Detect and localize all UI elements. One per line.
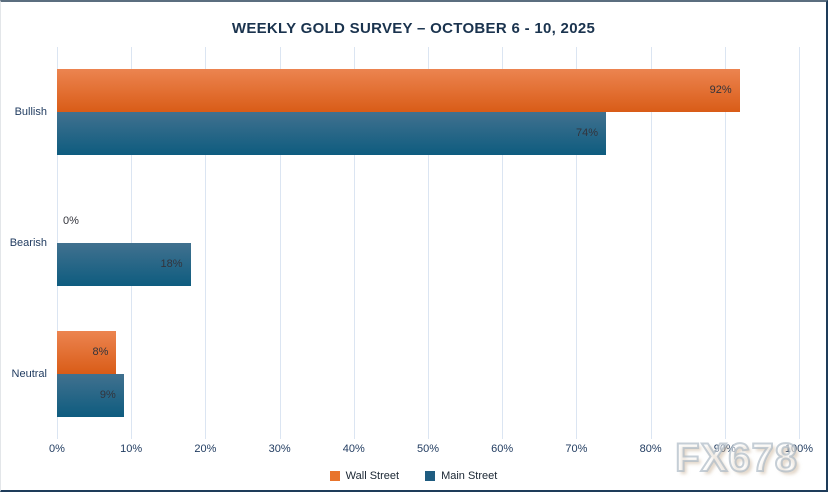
x-tick-label: 80% (639, 443, 662, 455)
gridline (724, 47, 726, 439)
x-tick-label: 60% (491, 443, 514, 455)
bar (57, 69, 740, 113)
gridline (576, 47, 578, 439)
x-axis: 0% 10% 20% 30% 40% 50% 60% 70% 80% 90% 100% (1, 443, 826, 459)
value-label: 18% (160, 258, 183, 270)
category-axis: Bullish Bearish Neutral (1, 2, 57, 490)
plot-area: 92% 74% 0% 18% 8% 9% (57, 47, 800, 439)
x-tick-label: 50% (416, 443, 440, 455)
category-label: Bearish (9, 237, 47, 249)
gridline (205, 47, 207, 439)
category-label: Bullish (14, 106, 47, 119)
bar (57, 373, 124, 417)
value-label: 8% (92, 345, 109, 358)
gridline (353, 47, 355, 439)
x-tick-label: 10% (120, 443, 143, 455)
bar (57, 330, 117, 374)
bar (57, 243, 191, 286)
gridline (650, 47, 652, 439)
legend-swatch-icon (329, 471, 340, 481)
gridline (502, 47, 504, 439)
value-label: 9% (99, 388, 116, 401)
legend: Wall Street Main Street (1, 470, 826, 482)
legend-label: Wall Street (345, 470, 400, 482)
value-label: 74% (576, 127, 599, 140)
gridline (428, 47, 429, 439)
x-tick-label: 70% (565, 443, 588, 455)
value-label: 0% (63, 215, 79, 227)
x-tick-label: 0% (49, 443, 65, 455)
chart-title: WEEKLY GOLD SURVEY – OCTOBER 6 - 10, 202… (231, 20, 596, 37)
value-label: 92% (709, 84, 732, 97)
legend-item: Main Street (425, 470, 497, 482)
x-tick-label: 40% (342, 443, 365, 455)
x-tick-label: 20% (194, 443, 217, 455)
legend-label: Main Street (441, 470, 498, 482)
legend-swatch-icon (425, 471, 436, 481)
gridline (279, 47, 281, 439)
x-tick-label: 100% (784, 443, 814, 455)
x-tick-label: 90% (713, 443, 736, 455)
x-tick-label: 30% (268, 443, 291, 455)
bar (57, 112, 607, 156)
category-label: Neutral (11, 367, 47, 380)
legend-item: Wall Street (329, 470, 400, 482)
gridline (799, 47, 800, 439)
